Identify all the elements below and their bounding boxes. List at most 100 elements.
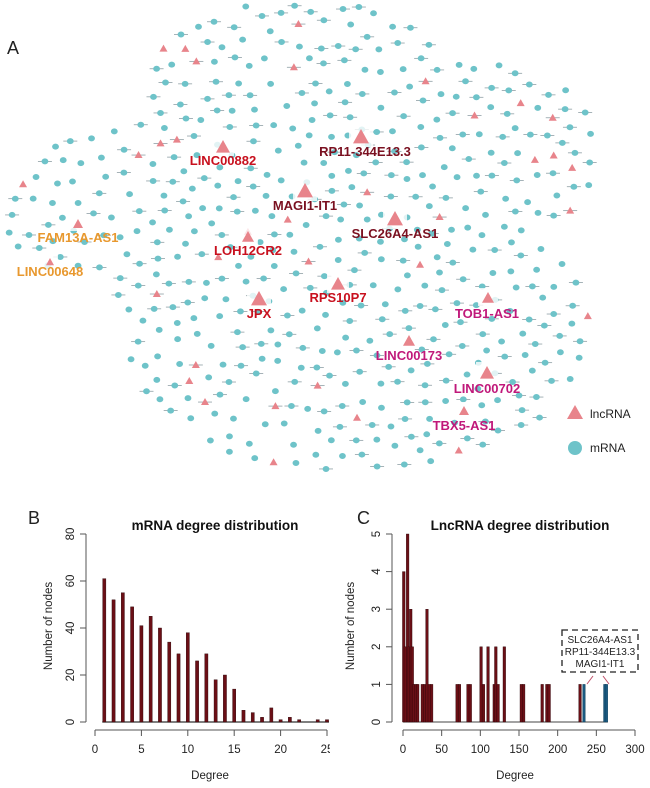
mrna-node: [108, 214, 115, 221]
mrna-node: [377, 238, 384, 245]
mrna-node: [487, 104, 495, 111]
mrna-node: [557, 349, 564, 356]
mrna-node: [442, 397, 450, 404]
mrna-node: [416, 302, 424, 309]
mrna-node: [481, 418, 489, 425]
mrna-node: [182, 240, 189, 247]
mrna-node: [59, 157, 67, 164]
mrna-node: [312, 451, 320, 458]
mrna-node: [77, 160, 85, 167]
mrna-node: [413, 226, 421, 233]
chart-c-y-tick-label: 0: [371, 719, 383, 725]
mrna-node: [339, 299, 347, 306]
mrna-node: [489, 270, 497, 277]
mrna-node: [455, 61, 463, 68]
chart-b-bar: [121, 592, 125, 723]
chart-c-bars: [402, 533, 608, 723]
lncrna-label: LINC00173: [376, 348, 442, 363]
lncrna-node: [470, 111, 479, 119]
mrna-node: [11, 195, 19, 202]
mrna-node: [98, 154, 105, 161]
mrna-node: [316, 243, 324, 250]
lncrna-hub-node: [46, 258, 54, 266]
mrna-node: [280, 420, 288, 427]
mrna-node: [304, 405, 312, 412]
mrna-node: [399, 66, 407, 73]
lncrna-label: JPX: [247, 306, 272, 321]
chart-b-title: mRNA degree distribution: [132, 518, 299, 533]
mrna-node: [134, 282, 142, 289]
mrna-node: [260, 275, 268, 282]
mrna-node: [325, 88, 333, 95]
mrna-node: [556, 332, 564, 339]
chart-c-bar: [540, 684, 544, 723]
mrna-node: [297, 364, 305, 371]
chart-b-y-tick-label: 20: [65, 669, 77, 682]
mrna-node: [495, 62, 503, 69]
mrna-node: [357, 302, 365, 309]
mrna-node: [222, 296, 230, 303]
mrna-node: [153, 239, 161, 246]
mrna-node: [127, 356, 135, 363]
network-labeled-lncrnas: LINC00882 RP11-344E13.3 MAGI1-IT1 SLC26A4-A…: [17, 125, 520, 433]
lncrna-node: [549, 151, 558, 159]
mrna-node: [403, 159, 410, 166]
mrna-node: [435, 440, 443, 447]
mrna-node: [226, 433, 233, 440]
mrna-node: [482, 211, 489, 218]
chart-c-x-tick-label: 150: [509, 744, 528, 756]
mrna-node: [247, 165, 255, 172]
mrna-node: [174, 336, 182, 343]
mrna-node: [531, 341, 539, 348]
lncrna-node: [568, 163, 577, 171]
mrna-node: [394, 40, 402, 47]
mrna-node: [156, 396, 164, 403]
lncrna-hub-node: [459, 406, 469, 415]
mrna-node: [213, 107, 221, 114]
mrna-node: [368, 421, 376, 428]
mrna-node: [403, 399, 411, 406]
lncrna-label: MAGI1-IT1: [273, 198, 337, 213]
mrna-node: [337, 216, 345, 223]
mrna-node: [133, 228, 141, 235]
mrna-node: [318, 347, 326, 354]
mrna-node: [235, 262, 242, 269]
mrna-node: [477, 188, 485, 195]
mrna-node: [317, 45, 325, 52]
mrna-node: [125, 306, 133, 313]
mrna-node: [394, 378, 401, 385]
mrna-node: [123, 251, 131, 258]
mrna-node: [358, 451, 366, 458]
lncrna-node: [185, 376, 194, 384]
mrna-node: [267, 327, 275, 334]
mrna-node: [96, 264, 103, 271]
mrna-node: [541, 359, 549, 366]
mrna-node: [511, 70, 519, 77]
mrna-node: [188, 185, 196, 192]
panel-label-b: B: [28, 508, 41, 528]
mrna-node: [488, 315, 496, 322]
mrna-node: [340, 57, 348, 64]
lncrna-label: LINC00702: [454, 381, 520, 396]
mrna-node: [517, 422, 525, 429]
mrna-node: [302, 222, 310, 229]
mrna-node: [320, 159, 328, 166]
mrna-node: [550, 311, 558, 318]
mrna-node: [442, 377, 450, 384]
mrna-node: [270, 231, 278, 238]
mrna-node: [525, 81, 533, 88]
mrna-node: [247, 253, 255, 260]
mrna-node: [218, 231, 226, 238]
mrna-node: [334, 257, 342, 264]
lncrna-label: RP11-344E13.3: [319, 144, 411, 159]
mrna-node: [296, 43, 303, 50]
mrna-node: [249, 183, 257, 190]
mrna-node: [270, 122, 278, 129]
mrna-node: [453, 174, 461, 181]
mrna-node: [274, 341, 282, 348]
lncrna-node: [191, 360, 200, 368]
mrna-node: [525, 316, 533, 323]
mrna-node: [387, 172, 395, 179]
annotation-line-1: SLC26A4-AS1: [567, 635, 632, 646]
mrna-node: [462, 78, 469, 85]
